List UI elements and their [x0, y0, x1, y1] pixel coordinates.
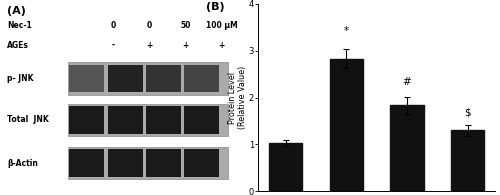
Bar — [70, 106, 104, 134]
Bar — [108, 65, 142, 92]
Y-axis label: Protein Level
(Relative Value): Protein Level (Relative Value) — [228, 66, 248, 129]
Text: +: + — [182, 41, 188, 50]
Text: $: $ — [464, 107, 471, 117]
Bar — [68, 147, 228, 179]
Text: (B): (B) — [206, 2, 225, 12]
Text: 0: 0 — [110, 21, 116, 30]
Bar — [108, 149, 142, 177]
Bar — [146, 106, 181, 134]
Text: Nec-1: Nec-1 — [8, 21, 32, 30]
Text: p- JNK: p- JNK — [8, 74, 34, 83]
Text: β-Actin: β-Actin — [8, 159, 38, 168]
Bar — [184, 149, 219, 177]
Text: AGEs: AGEs — [8, 41, 29, 50]
Bar — [68, 62, 228, 95]
Text: +: + — [218, 41, 224, 50]
Bar — [70, 65, 104, 92]
Bar — [184, 65, 219, 92]
Text: #: # — [402, 77, 411, 87]
Bar — [184, 106, 219, 134]
Bar — [451, 130, 484, 191]
Bar — [390, 105, 424, 191]
Text: -: - — [112, 41, 115, 50]
Bar — [108, 106, 142, 134]
Text: Total  JNK: Total JNK — [8, 115, 49, 124]
Bar — [269, 143, 302, 191]
Text: 100 μM: 100 μM — [206, 21, 238, 30]
Bar — [146, 65, 181, 92]
Text: 50: 50 — [180, 21, 190, 30]
Bar — [70, 149, 104, 177]
Text: (A): (A) — [8, 6, 26, 16]
Text: *: * — [344, 26, 349, 36]
Text: +: + — [146, 41, 152, 50]
Bar — [330, 59, 363, 191]
Bar — [146, 149, 181, 177]
Text: 0: 0 — [146, 21, 152, 30]
Bar — [68, 104, 228, 136]
